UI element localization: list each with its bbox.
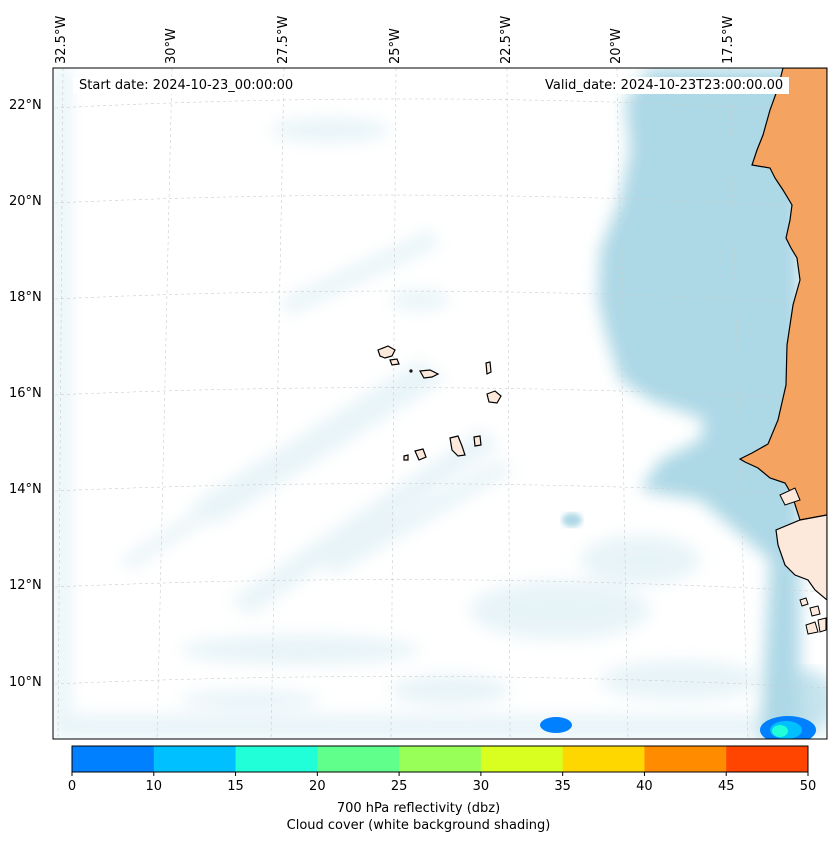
latitude-label: 16°N (9, 386, 42, 401)
faint-cloud-cover (53, 68, 827, 739)
coast-inlet (779, 487, 801, 506)
colorbar-segment (480, 746, 564, 772)
graticule (54, 68, 827, 739)
colorbar-tick-label: 20 (309, 779, 326, 794)
colorbar (71, 745, 809, 776)
latitude-label: 12°N (9, 578, 42, 593)
southern-coast (775, 514, 827, 601)
colorbar-label: 700 hPa reflectivity (dbz) (336, 801, 501, 816)
valid-date-label: Valid_date: 2024-10-23T23:00:00.00 (539, 77, 790, 94)
latitude-label: 20°N (9, 194, 42, 209)
santa-luzia (409, 369, 413, 373)
colorbar-segment (562, 746, 645, 772)
maio (473, 435, 482, 447)
santiago (449, 435, 466, 457)
cloud-patch (775, 670, 827, 730)
colorbar-tick-label: 10 (145, 779, 163, 794)
longitude-label: 17.5°W (721, 15, 736, 64)
santo-antao (377, 345, 396, 359)
colorbar-segment (72, 746, 155, 772)
colorbar-tick-label: 40 (636, 779, 653, 794)
colorbar-frame (71, 745, 809, 773)
bijagos-islands (799, 597, 827, 635)
reflectivity-cell (772, 725, 788, 737)
cape-verde-islands (377, 345, 502, 461)
longitude-label: 20°W (609, 28, 624, 64)
latitude-label: 18°N (9, 290, 42, 305)
colorbar-segment (235, 746, 318, 772)
colorbar-tick-label: 45 (717, 779, 735, 794)
latitude-label: 14°N (9, 482, 42, 497)
boa-vista (486, 390, 502, 404)
longitude-label: 32.5°W (54, 15, 69, 64)
start-date-label: Start date: 2024-10-23_00:00:00 (73, 77, 300, 94)
sao-vicente (389, 358, 400, 366)
latitude-label: 10°N (9, 675, 42, 690)
colorbar-tick-label: 30 (472, 779, 490, 794)
latitude-label: 22°N (9, 98, 42, 113)
longitude-label: 25°W (388, 28, 403, 64)
longitude-label: 22.5°W (499, 15, 514, 64)
colorbar-tick-label: 25 (390, 779, 408, 794)
colorbar-tick-label: 0 (67, 779, 77, 794)
colorbar-segment (153, 746, 237, 772)
longitude-label: 27.5°W (276, 15, 291, 64)
colorbar-segment (399, 746, 482, 772)
dense-cloud-cover (598, 68, 800, 739)
african-coastline (738, 68, 827, 521)
colorbar-tick-label: 35 (554, 779, 571, 794)
longitude-label: 30°W (164, 28, 179, 64)
colorbar-tick-label: 50 (799, 779, 817, 794)
brava (403, 454, 409, 461)
reflectivity-cell (540, 717, 572, 733)
reflectivity-cells (540, 716, 816, 739)
colorbar-tick-label: 15 (227, 779, 244, 794)
sal (485, 361, 492, 375)
colorbar-segment (644, 746, 727, 772)
colorbar-segment (317, 746, 400, 772)
map-frame (52, 67, 828, 740)
cloud-patch (562, 513, 582, 527)
fogo (414, 448, 427, 461)
sao-nicolau (419, 369, 440, 379)
colorbar-sublabel: Cloud cover (white background shading) (286, 818, 551, 833)
colorbar-segment (726, 746, 809, 772)
